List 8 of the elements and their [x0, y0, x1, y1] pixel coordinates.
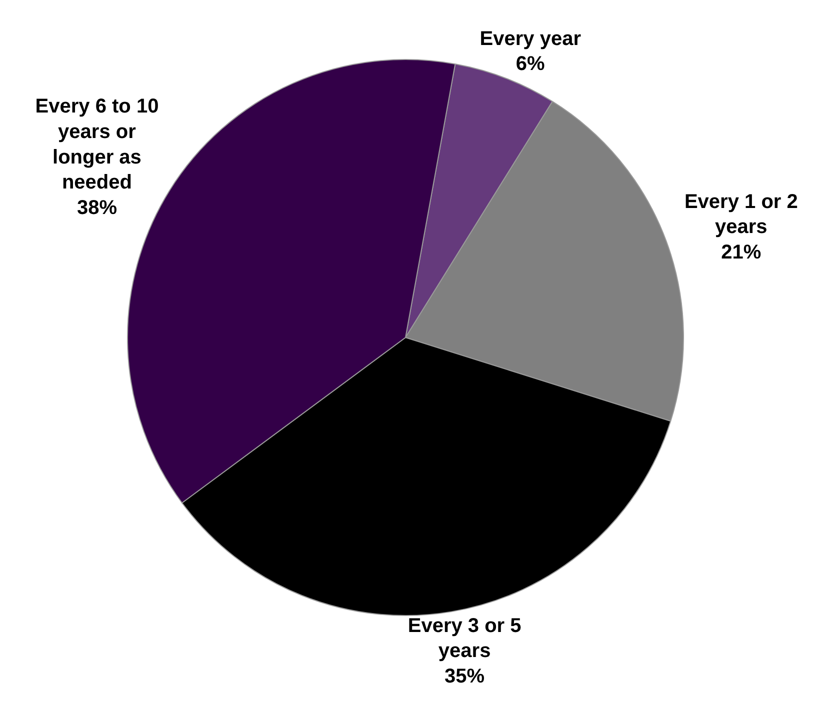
data-label: 21% — [721, 241, 762, 264]
slice-label: Every year — [480, 28, 582, 50]
data-label: 35% — [444, 666, 485, 688]
slice-label: Every 1 or 2 years — [684, 190, 798, 238]
slice-label: Every 3 or 5 years — [408, 614, 522, 662]
slice-label: Every 6 to 10 years or longer as needed — [35, 96, 159, 194]
data-label: 38% — [76, 196, 118, 219]
data-label: 6% — [516, 53, 546, 76]
